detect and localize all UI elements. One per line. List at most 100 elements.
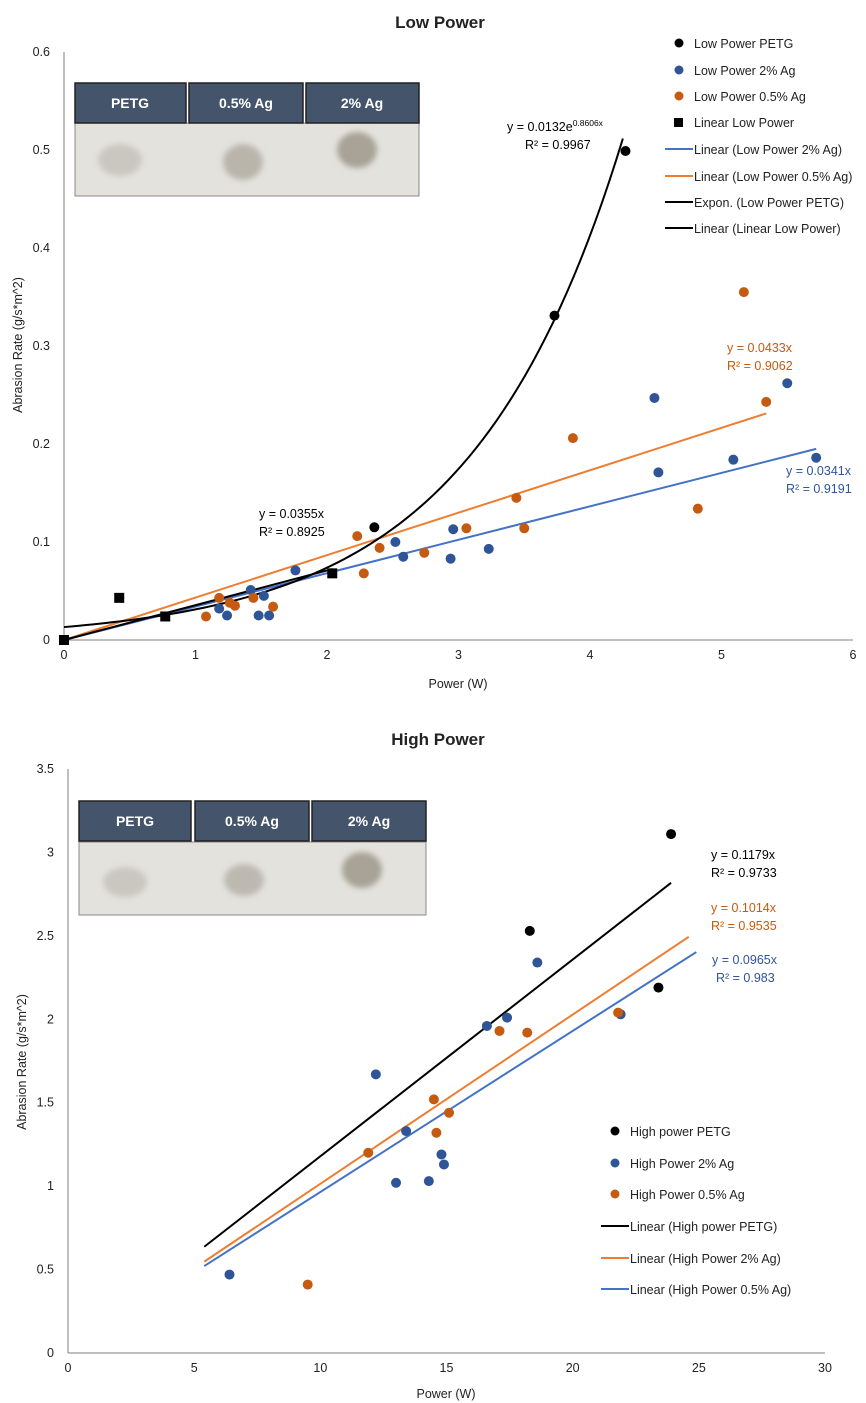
low-point-series-2 bbox=[567, 433, 578, 444]
high-y-tick-label: 1.5 bbox=[37, 1096, 54, 1110]
low-point-series-1 bbox=[445, 553, 456, 564]
low-eq-05ag-r2: R² = 0.9062 bbox=[727, 359, 793, 373]
low-eq-2ag-r2: R² = 0.9191 bbox=[786, 482, 852, 496]
high-trendlines bbox=[203, 882, 697, 1267]
high-y-tick-label: 0 bbox=[47, 1346, 54, 1360]
low-trendline-2 bbox=[63, 138, 624, 629]
high-point-series-1 bbox=[224, 1269, 235, 1280]
low-x-axis-title: Power (W) bbox=[428, 677, 487, 691]
low-point-series-1 bbox=[253, 610, 264, 621]
low-legend-label-05ag: Low Power 0.5% Ag bbox=[694, 90, 806, 104]
low-abrasion-mark-2ag bbox=[337, 132, 377, 168]
low-inset-label-05ag: 0.5% Ag bbox=[219, 95, 273, 111]
low-point-series-2 bbox=[248, 592, 259, 603]
high-legend-label-05ag: High Power 0.5% Ag bbox=[630, 1188, 745, 1202]
high-inset-label-2ag: 2% Ag bbox=[348, 813, 390, 829]
high-legend-marker-petg bbox=[610, 1126, 620, 1136]
high-inset-photo: PETG 0.5% Ag 2% Ag bbox=[78, 800, 427, 916]
low-point-series-1 bbox=[483, 543, 494, 554]
high-x-axis-title: Power (W) bbox=[416, 1387, 475, 1401]
low-inset-label-petg: PETG bbox=[111, 95, 149, 111]
low-x-tick-label: 2 bbox=[324, 648, 331, 662]
high-legend-label-2ag: High Power 2% Ag bbox=[630, 1157, 734, 1171]
low-point-series-1 bbox=[782, 378, 793, 389]
high-trendline-1 bbox=[203, 935, 690, 1263]
high-point-series-1 bbox=[436, 1149, 447, 1160]
high-x-tick-label: 10 bbox=[313, 1361, 327, 1375]
high-x-tick-label: 5 bbox=[191, 1361, 198, 1375]
low-legend: Low Power PETG Low Power 2% Ag Low Power… bbox=[665, 37, 852, 236]
high-point-series-2 bbox=[431, 1127, 442, 1138]
low-abrasion-mark-petg bbox=[98, 144, 142, 176]
low-eq-petg-exponent: 0.8606x bbox=[573, 118, 604, 128]
low-y-tick-label: 0.5 bbox=[33, 143, 50, 157]
low-legend-label-trend-2ag: Linear (Low Power 2% Ag) bbox=[694, 143, 842, 157]
high-trendline-0 bbox=[203, 882, 672, 1248]
low-point-series-2 bbox=[268, 601, 279, 612]
low-eq-2ag: y = 0.0341x bbox=[786, 464, 852, 478]
high-eq-05ag-r2: R² = 0.983 bbox=[716, 971, 775, 985]
low-point-series-3 bbox=[114, 592, 125, 603]
low-trendline-1 bbox=[63, 412, 767, 641]
low-legend-label-petg: Low Power PETG bbox=[694, 37, 793, 51]
high-abrasion-mark-05ag bbox=[224, 864, 264, 896]
low-trendline-0 bbox=[63, 447, 817, 641]
low-y-axis-title: Abrasion Rate (g/s*m^2) bbox=[11, 277, 25, 413]
low-legend-label-trend-exp: Expon. (Low Power PETG) bbox=[694, 196, 844, 210]
high-abrasion-mark-2ag bbox=[342, 852, 382, 888]
high-point-series-0 bbox=[524, 925, 535, 936]
high-y-tick-label: 2 bbox=[47, 1012, 54, 1026]
low-x-tick-label: 6 bbox=[850, 648, 857, 662]
high-point-series-2 bbox=[613, 1007, 624, 1018]
low-legend-marker-linear bbox=[674, 118, 683, 127]
high-point-series-1 bbox=[438, 1159, 449, 1170]
low-point-series-1 bbox=[290, 565, 301, 576]
low-point-series-2 bbox=[201, 611, 212, 622]
low-eq-linear-r2: R² = 0.8925 bbox=[259, 525, 325, 539]
low-point-series-1 bbox=[398, 551, 409, 562]
high-inset-label-petg: PETG bbox=[116, 813, 154, 829]
low-data-points bbox=[59, 145, 822, 645]
low-inset-label-2ag: 2% Ag bbox=[341, 95, 383, 111]
low-point-series-2 bbox=[358, 568, 369, 579]
low-power-chart: Low Power PETG 0.5% Ag 2% Ag 0 1 2 3 4 5 6 0 0.1… bbox=[11, 13, 857, 691]
high-legend-label-trend-petg: Linear (High power PETG) bbox=[630, 1220, 777, 1234]
high-y-axis-title: Abrasion Rate (g/s*m^2) bbox=[15, 994, 29, 1130]
low-point-series-1 bbox=[222, 610, 233, 621]
low-y-tick-label: 0.2 bbox=[33, 437, 50, 451]
low-legend-label-trend-05ag: Linear (Low Power 0.5% Ag) bbox=[694, 170, 852, 184]
low-point-series-1 bbox=[214, 603, 225, 614]
high-point-series-0 bbox=[653, 982, 664, 993]
high-y-tick-label: 1 bbox=[47, 1179, 54, 1193]
low-y-tick-label: 0 bbox=[43, 633, 50, 647]
high-data-points bbox=[224, 829, 677, 1290]
high-point-series-2 bbox=[302, 1279, 313, 1290]
low-legend-marker-05ag bbox=[674, 91, 684, 101]
high-point-series-1 bbox=[370, 1069, 381, 1080]
low-point-series-2 bbox=[461, 523, 472, 534]
low-eq-petg-base: y = 0.0132e bbox=[507, 120, 573, 134]
high-axes: 0 5 10 15 20 25 30 0 0.5 1 1.5 2 2.5 3 3.5 bbox=[37, 762, 832, 1375]
low-point-series-2 bbox=[511, 492, 522, 503]
low-axes: 0 1 2 3 4 5 6 0 0.1 0.2 0.3 0.4 0.5 0.6 bbox=[33, 45, 857, 662]
high-x-tick-label: 25 bbox=[692, 1361, 706, 1375]
high-legend-label-trend-05ag: Linear (High Power 0.5% Ag) bbox=[630, 1283, 791, 1297]
high-legend: High power PETG High Power 2% Ag High Po… bbox=[601, 1125, 791, 1297]
low-point-series-0 bbox=[549, 310, 560, 321]
low-x-tick-label: 4 bbox=[587, 648, 594, 662]
high-legend-label-petg: High power PETG bbox=[630, 1125, 731, 1139]
low-point-series-1 bbox=[264, 610, 275, 621]
low-legend-label-trend-linear: Linear (Linear Low Power) bbox=[694, 222, 841, 236]
low-x-tick-label: 1 bbox=[192, 648, 199, 662]
high-y-tick-label: 3 bbox=[47, 845, 54, 859]
low-legend-label-linear: Linear Low Power bbox=[694, 116, 794, 130]
high-inset-header-1 bbox=[78, 800, 192, 842]
low-point-series-3 bbox=[59, 635, 69, 645]
high-power-chart: High Power PETG 0.5% Ag 2% Ag 0 5 10 15 20 25… bbox=[15, 730, 832, 1401]
high-y-tick-label: 0.5 bbox=[37, 1263, 54, 1277]
low-point-series-1 bbox=[811, 452, 822, 463]
high-x-tick-label: 0 bbox=[65, 1361, 72, 1375]
high-point-series-2 bbox=[363, 1147, 374, 1158]
low-point-series-3 bbox=[327, 568, 338, 579]
